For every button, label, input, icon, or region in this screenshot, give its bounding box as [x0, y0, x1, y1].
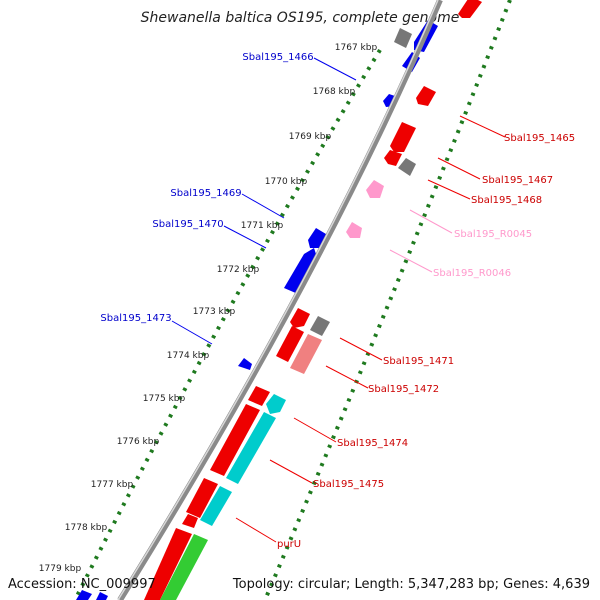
- accession-text: Accession: NC_009997: [8, 577, 156, 592]
- gene-feature[interactable]: [398, 158, 416, 176]
- gene-label-group: Sbal195_1466 Sbal195_1465 Sbal195_1467 S…: [100, 52, 575, 550]
- gene-feature[interactable]: [384, 150, 402, 166]
- gene-feature[interactable]: [390, 122, 416, 152]
- gene-label[interactable]: Sbal195_1471: [383, 356, 454, 367]
- tick-label: 1777 kbp: [91, 480, 134, 490]
- gene-feature[interactable]: [366, 180, 384, 198]
- tick-label: 1767 kbp: [335, 43, 378, 53]
- gene-feature[interactable]: [266, 394, 286, 414]
- leader-line: [437, 157, 481, 180]
- gene-feature[interactable]: [458, 0, 482, 18]
- leader-line: [293, 417, 337, 443]
- tick-label: 1775 kbp: [143, 394, 186, 404]
- gene-label[interactable]: Sbal195_R0045: [454, 229, 532, 240]
- gene-feature[interactable]: [210, 404, 260, 476]
- leader-line: [427, 179, 471, 200]
- tick-label: 1769 kbp: [289, 132, 332, 142]
- gene-feature[interactable]: [160, 534, 208, 600]
- gene-label[interactable]: Sbal195_1466: [242, 52, 313, 63]
- gene-label[interactable]: Sbal195_1469: [170, 188, 241, 199]
- leader-line: [241, 193, 285, 219]
- leader-line: [269, 459, 313, 484]
- gene-feature[interactable]: [394, 28, 412, 48]
- leader-line: [325, 365, 369, 389]
- gene-label[interactable]: Sbal195_1474: [337, 438, 408, 449]
- leader-line: [389, 249, 433, 273]
- gene-label[interactable]: Sbal195_1475: [313, 479, 384, 490]
- gene-feature[interactable]: [182, 514, 198, 528]
- gene-label[interactable]: purU: [277, 539, 301, 550]
- gene-label[interactable]: Sbal195_R0046: [433, 268, 511, 279]
- gene-feature[interactable]: [276, 326, 304, 362]
- gene-feature[interactable]: [290, 308, 310, 328]
- gene-label[interactable]: Sbal195_1472: [368, 384, 439, 395]
- gene-feature[interactable]: [310, 316, 330, 336]
- gene-feature[interactable]: [248, 386, 270, 406]
- leader-line: [235, 517, 277, 543]
- tick-label: 1776 kbp: [117, 437, 160, 447]
- genome-backbone: [117, 0, 443, 600]
- gene-label[interactable]: Sbal195_1467: [482, 175, 553, 186]
- outer-dotted-ring: [263, 0, 512, 600]
- gene-label[interactable]: Sbal195_1473: [100, 313, 171, 324]
- leader-line: [459, 115, 506, 138]
- gene-feature[interactable]: [284, 248, 318, 294]
- gene-label[interactable]: Sbal195_1470: [152, 219, 223, 230]
- inner-dotted-ring: [73, 48, 382, 600]
- gene-feature[interactable]: [226, 412, 276, 484]
- tick-label: 1774 kbp: [167, 351, 210, 361]
- tick-label: 1772 kbp: [217, 265, 260, 275]
- gene-feature[interactable]: [238, 358, 252, 370]
- topology-text: Topology: circular; Length: 5,347,283 bp…: [232, 577, 590, 592]
- leader-line: [409, 209, 453, 234]
- gene-feature[interactable]: [144, 528, 192, 600]
- gene-feature[interactable]: [96, 592, 108, 600]
- tick-label: 1773 kbp: [193, 307, 236, 317]
- gene-label[interactable]: Sbal195_1465: [504, 133, 575, 144]
- leader-line: [313, 57, 357, 81]
- tick-label-group: 1767 kbp 1768 kbp 1769 kbp 1770 kbp 1771…: [39, 43, 378, 574]
- leader-line: [223, 225, 267, 249]
- tick-label: 1779 kbp: [39, 564, 82, 574]
- gene-feature[interactable]: [76, 590, 92, 600]
- leader-lines: [171, 57, 506, 543]
- map-title: Shewanella baltica OS195, complete genom…: [141, 10, 460, 26]
- gene-feature[interactable]: [290, 334, 322, 374]
- gene-label[interactable]: Sbal195_1468: [471, 195, 542, 206]
- tick-label: 1770 kbp: [265, 177, 308, 187]
- tick-label: 1771 kbp: [241, 221, 284, 231]
- backbone-highlight: [117, 0, 439, 600]
- gene-feature[interactable]: [416, 86, 436, 106]
- tick-label: 1778 kbp: [65, 523, 108, 533]
- gene-features: [76, 0, 482, 600]
- leader-line: [171, 320, 213, 345]
- gene-feature[interactable]: [186, 478, 218, 518]
- tick-label: 1768 kbp: [313, 87, 356, 97]
- gene-feature[interactable]: [346, 222, 362, 238]
- leader-line: [339, 337, 383, 361]
- gene-feature[interactable]: [200, 486, 232, 526]
